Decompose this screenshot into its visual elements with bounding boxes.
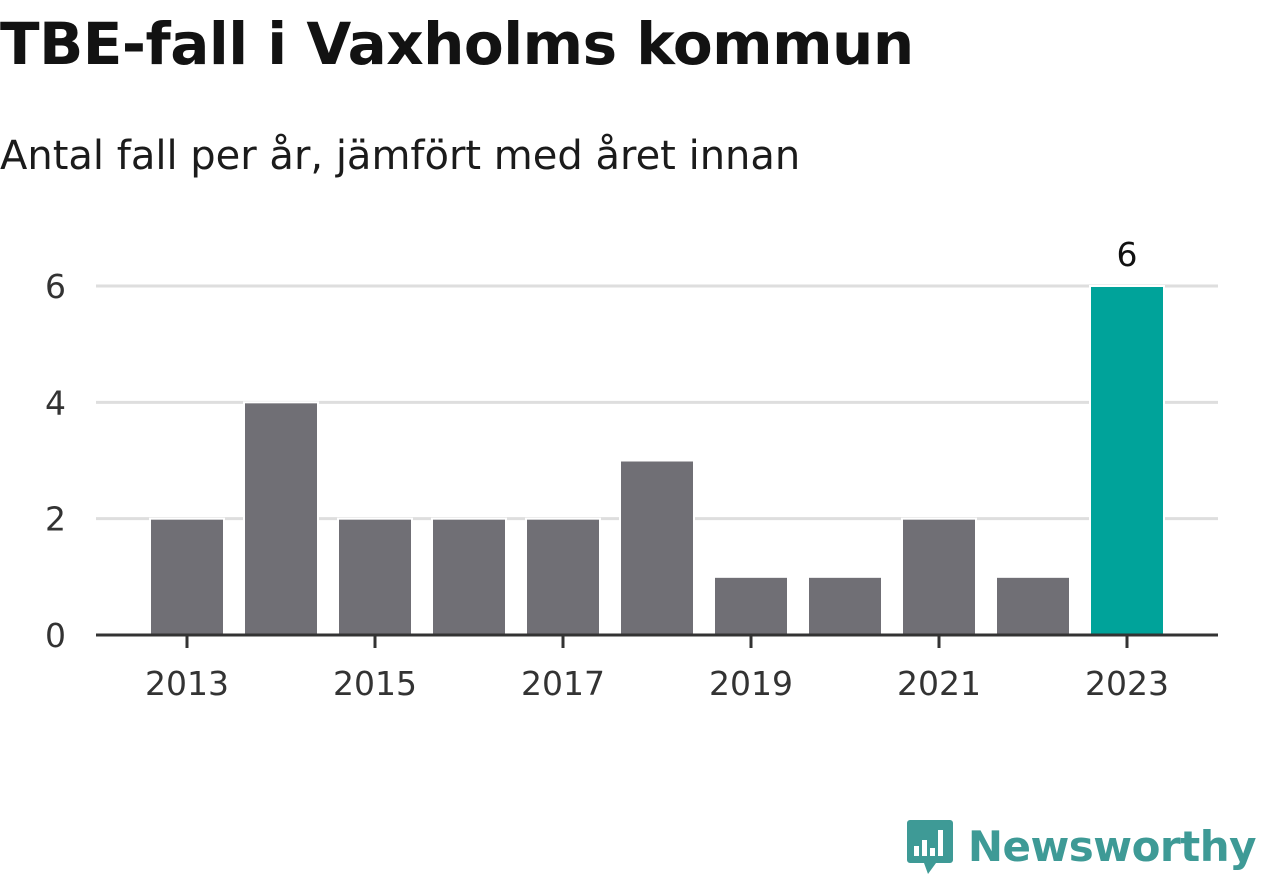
bar-chart: 0 2 4 6 2013 2015 2017 2019 2021 2023 6 — [45, 235, 1218, 703]
chart-subtitle: Antal fall per år, jämfört med året inna… — [0, 133, 801, 179]
brand-logo: Newsworthy — [906, 818, 1257, 876]
bar — [337, 517, 413, 637]
bar — [1089, 285, 1165, 636]
bar — [901, 517, 977, 637]
y-tick-label: 4 — [45, 383, 66, 422]
y-tick-label: 2 — [45, 500, 66, 539]
labels: 0 2 4 6 2013 2015 2017 2019 2021 2023 6 — [45, 235, 1169, 703]
bar — [525, 517, 601, 637]
brand-name: Newsworthy — [967, 822, 1257, 871]
x-tick-label: 2017 — [521, 664, 605, 703]
x-tick-label: 2013 — [145, 664, 229, 703]
data-label: 6 — [1117, 235, 1138, 274]
y-tick-label: 0 — [45, 616, 66, 655]
bar — [431, 517, 507, 637]
x-axis — [96, 633, 1218, 648]
chart-title: TBE-fall i Vaxholms kommun — [0, 10, 914, 78]
x-tick-label: 2021 — [897, 664, 981, 703]
bar — [243, 401, 319, 637]
bar — [995, 575, 1071, 636]
x-tick-label: 2015 — [333, 664, 417, 703]
x-tick-label: 2019 — [709, 664, 793, 703]
bar — [149, 517, 225, 637]
bar — [619, 459, 695, 636]
newsworthy-logo-icon — [906, 820, 953, 874]
y-tick-label: 6 — [45, 267, 66, 306]
bars — [149, 285, 1165, 637]
bar — [807, 575, 883, 636]
bar — [713, 575, 789, 636]
x-tick-label: 2023 — [1085, 664, 1169, 703]
